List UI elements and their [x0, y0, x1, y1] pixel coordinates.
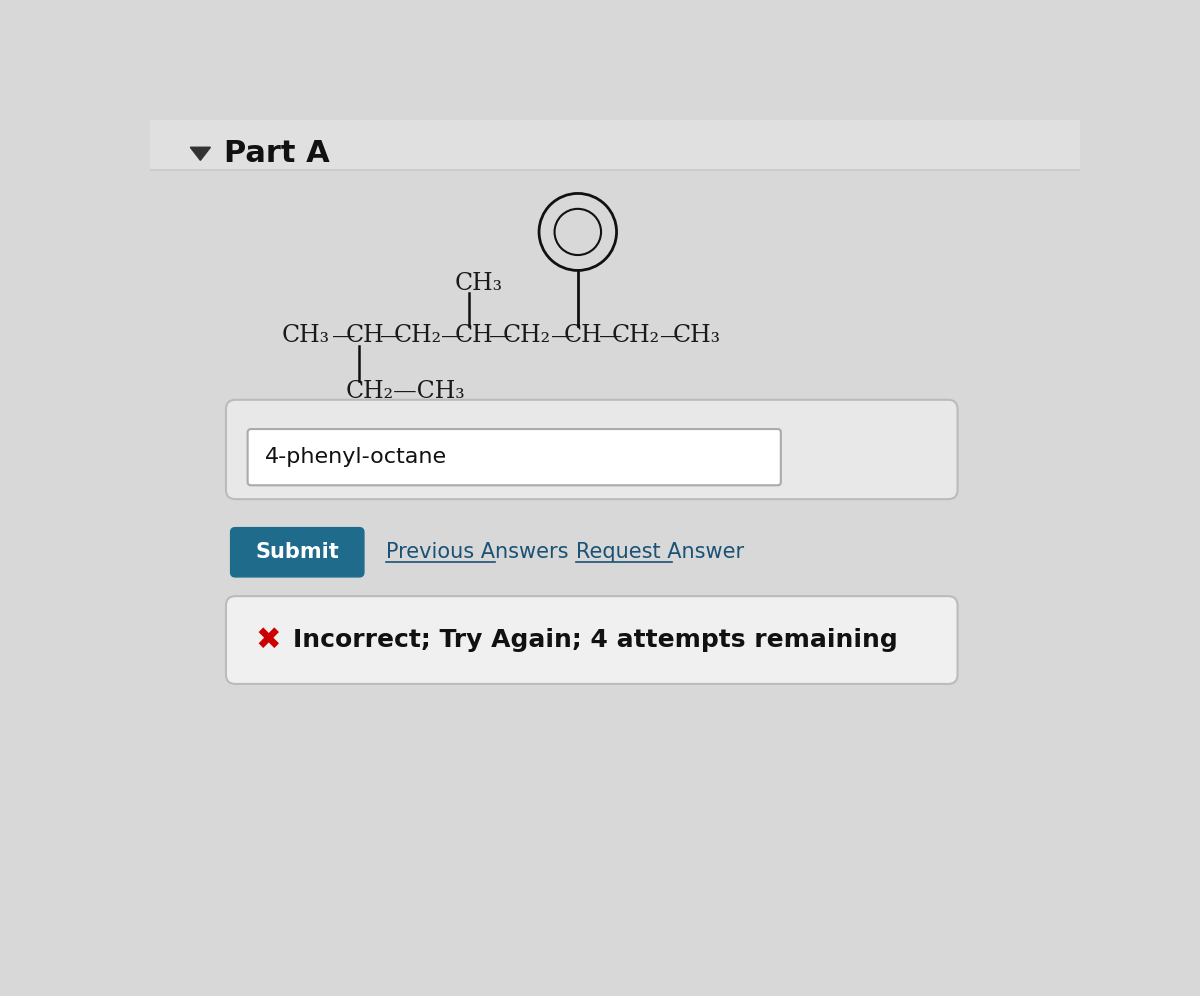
- FancyBboxPatch shape: [226, 597, 958, 684]
- Text: —: —: [660, 325, 684, 348]
- Text: ✖: ✖: [256, 625, 281, 654]
- Text: —: —: [490, 325, 512, 348]
- FancyBboxPatch shape: [230, 528, 364, 577]
- Text: CH₂: CH₂: [394, 325, 442, 348]
- Text: Request Answer: Request Answer: [576, 542, 744, 562]
- Text: CH₃: CH₃: [455, 272, 503, 295]
- Text: CH: CH: [455, 325, 493, 348]
- Text: CH₃: CH₃: [282, 325, 330, 348]
- Text: Incorrect; Try Again; 4 attempts remaining: Incorrect; Try Again; 4 attempts remaini…: [293, 628, 898, 652]
- Text: —: —: [551, 325, 574, 348]
- Text: CH: CH: [564, 325, 602, 348]
- Text: CH₂: CH₂: [503, 325, 551, 348]
- Text: Submit: Submit: [256, 542, 340, 562]
- FancyBboxPatch shape: [150, 120, 1080, 170]
- Text: Previous Answers: Previous Answers: [386, 542, 569, 562]
- Text: CH: CH: [346, 325, 384, 348]
- Text: —: —: [442, 325, 464, 348]
- Polygon shape: [191, 147, 210, 160]
- Text: CH₂: CH₂: [612, 325, 660, 348]
- Text: —: —: [380, 325, 403, 348]
- Text: —: —: [599, 325, 623, 348]
- Text: CH₃: CH₃: [673, 325, 721, 348]
- Text: 4-phenyl-octane: 4-phenyl-octane: [265, 447, 446, 467]
- FancyBboxPatch shape: [226, 399, 958, 499]
- Text: —: —: [332, 325, 355, 348]
- Text: Part A: Part A: [223, 138, 329, 168]
- Text: CH₂—CH₃: CH₂—CH₃: [346, 379, 466, 402]
- FancyBboxPatch shape: [247, 429, 781, 485]
